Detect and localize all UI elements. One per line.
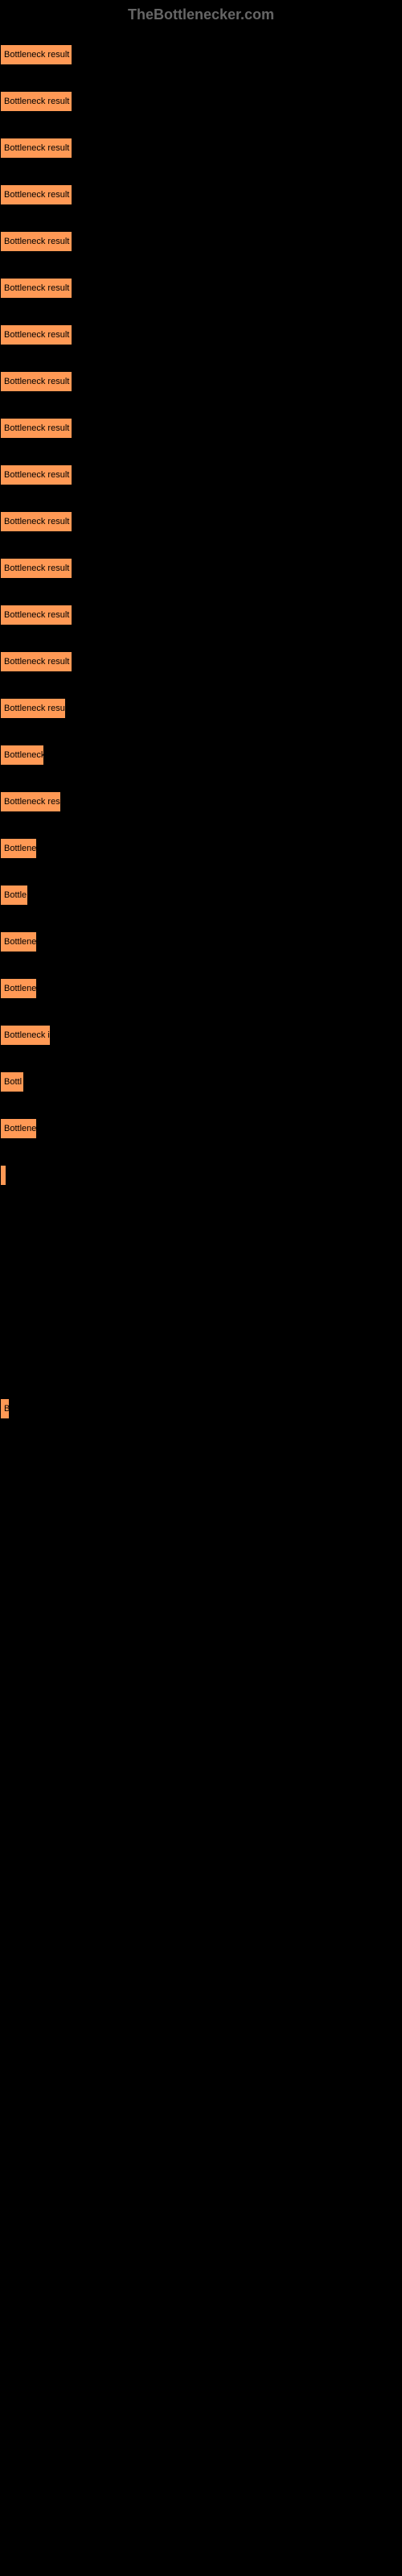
bar-label: Bottleneck: [4, 750, 44, 760]
bar-row: Bottleneck result: [0, 403, 402, 450]
bar-label: Bottleneck result: [4, 470, 69, 480]
header-title: TheBottlenecker.com: [128, 6, 274, 23]
bar-row: Bottleneck result: [0, 543, 402, 590]
chart-bar[interactable]: Bottlene: [0, 978, 37, 999]
bar-row: [0, 1150, 402, 1197]
chart-bar[interactable]: Bottleneck result: [0, 464, 72, 485]
bar-row: Bottleneck i: [0, 1010, 402, 1057]
bar-label: Bottleneck result: [4, 237, 69, 246]
chart-bar[interactable]: Bottleneck result: [0, 184, 72, 205]
bar-label: Bottleneck result: [4, 330, 69, 340]
bar-label: Bottleneck i: [4, 1030, 50, 1040]
chart-bar[interactable]: Bottl: [0, 1071, 24, 1092]
chart-bar[interactable]: Bottlene: [0, 931, 37, 952]
chart-bar[interactable]: Bottleneck result: [0, 605, 72, 625]
bar-row: Bottleneck result: [0, 263, 402, 310]
bar-row: Bottlene: [0, 964, 402, 1010]
bar-row: Bottleneck resu: [0, 683, 402, 730]
chart-container: Bottleneck result Bottleneck result Bottle…: [0, 30, 402, 1430]
bar-row: Bottleneck result: [0, 497, 402, 543]
bar-label: B: [4, 1404, 10, 1414]
spacer-row: [0, 1290, 402, 1337]
bar-label: Bottleneck result: [4, 50, 69, 60]
bar-label: Bottleneck result: [4, 97, 69, 106]
chart-bar[interactable]: Bottleneck i: [0, 1025, 51, 1046]
bar-row: Bottleneck result: [0, 590, 402, 637]
bar-label: Bottleneck resu: [4, 704, 65, 713]
chart-bar[interactable]: Bottleneck result: [0, 511, 72, 532]
bar-row: Bottlene: [0, 824, 402, 870]
bar-label: Bottl: [4, 1077, 22, 1087]
bar-label: Bottleneck res: [4, 797, 60, 807]
bar-row: Bottleneck result: [0, 76, 402, 123]
chart-bar[interactable]: Bottleneck result: [0, 91, 72, 112]
bar-label: Bottlene: [4, 1124, 36, 1133]
bar-row: Bottleneck result: [0, 357, 402, 403]
spacer-row: [0, 1197, 402, 1244]
bar-row: Bottleneck: [0, 730, 402, 777]
bar-label: Bottleneck result: [4, 143, 69, 153]
bar-label: Bottleneck result: [4, 190, 69, 200]
spacer-row: [0, 1244, 402, 1290]
bar-row: Bottleneck result: [0, 637, 402, 683]
bar-label: Bottleneck result: [4, 657, 69, 667]
bar-label: Bottleneck result: [4, 423, 69, 433]
bar-row: Bottleneck result: [0, 123, 402, 170]
chart-bar[interactable]: Bottleneck result: [0, 324, 72, 345]
bar-row: Bottleneck result: [0, 30, 402, 76]
chart-bar[interactable]: Bottleneck: [0, 745, 44, 766]
bar-label: Bottleneck result: [4, 517, 69, 526]
chart-bar[interactable]: Bottleneck result: [0, 558, 72, 579]
chart-bar[interactable]: Bottleneck result: [0, 231, 72, 252]
bar-row: Bottleneck result: [0, 310, 402, 357]
chart-bar[interactable]: [0, 1165, 6, 1186]
bar-label: Bottleneck result: [4, 564, 69, 573]
chart-bar[interactable]: Bottlene: [0, 1118, 37, 1139]
chart-bar[interactable]: Bottleneck result: [0, 138, 72, 159]
chart-bar[interactable]: Bottleneck result: [0, 418, 72, 439]
bar-label: Bottle: [4, 890, 27, 900]
bar-row: Bottlene: [0, 1104, 402, 1150]
bar-label: Bottleneck result: [4, 283, 69, 293]
spacer-row: [0, 1337, 402, 1384]
chart-bar[interactable]: Bottlene: [0, 838, 37, 859]
chart-bar[interactable]: Bottleneck resu: [0, 698, 66, 719]
chart-bar[interactable]: B: [0, 1398, 10, 1419]
page-header: TheBottlenecker.com: [0, 0, 402, 30]
bar-row: Bottlene: [0, 917, 402, 964]
chart-bar[interactable]: Bottle: [0, 885, 28, 906]
chart-bar[interactable]: Bottleneck result: [0, 371, 72, 392]
chart-bar[interactable]: Bottleneck result: [0, 44, 72, 65]
bar-row: B: [0, 1384, 402, 1430]
chart-bar[interactable]: Bottleneck result: [0, 278, 72, 299]
chart-bar[interactable]: Bottleneck result: [0, 651, 72, 672]
chart-bar[interactable]: Bottleneck res: [0, 791, 61, 812]
bar-row: Bottleneck result: [0, 450, 402, 497]
bar-row: Bottleneck res: [0, 777, 402, 824]
bar-label: Bottlene: [4, 984, 36, 993]
bar-row: Bottleneck result: [0, 217, 402, 263]
bar-row: Bottle: [0, 870, 402, 917]
bar-label: Bottleneck result: [4, 377, 69, 386]
bar-row: Bottleneck result: [0, 170, 402, 217]
bar-label: Bottleneck result: [4, 610, 69, 620]
bar-row: Bottl: [0, 1057, 402, 1104]
bar-label: Bottlene: [4, 937, 36, 947]
bar-label: Bottlene: [4, 844, 36, 853]
